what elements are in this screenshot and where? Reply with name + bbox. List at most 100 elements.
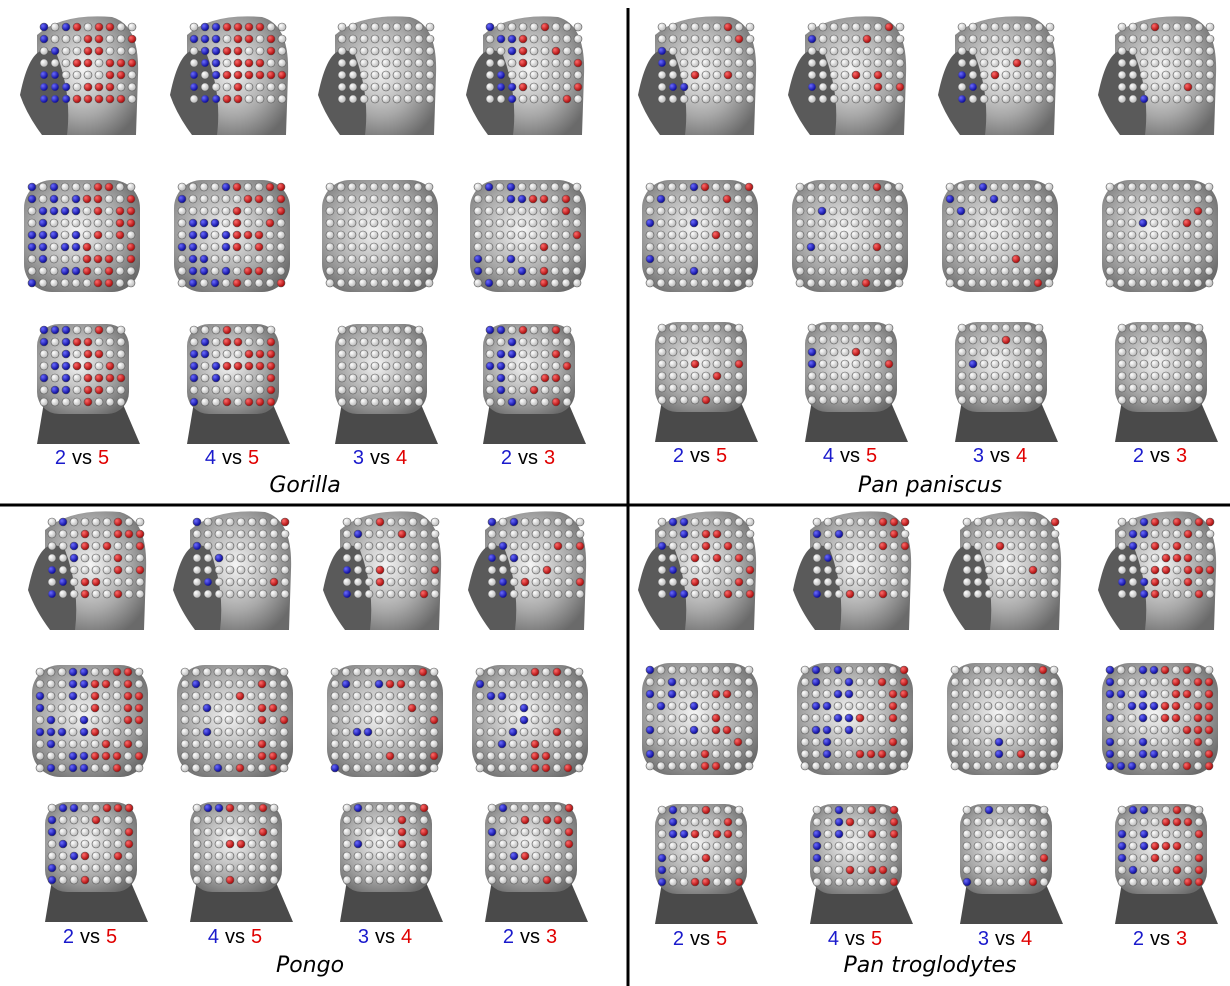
landmark [277,267,285,275]
landmark [1118,336,1126,344]
landmark [409,554,417,562]
landmark [1040,590,1048,598]
landmark [91,740,99,748]
landmark [381,219,389,227]
landmark [1162,95,1170,103]
landmark [387,816,395,824]
landmark [1040,866,1048,874]
landmark [1129,372,1137,380]
landmark [267,95,275,103]
landmark [226,566,234,574]
landmark [963,866,971,874]
landmark [552,95,560,103]
landmark [701,243,709,251]
landmark [996,854,1004,862]
landmark [114,804,122,812]
landmark [256,362,264,370]
landmark [840,207,848,215]
landmark [690,690,698,698]
landmark [646,690,654,698]
landmark [734,726,742,734]
landmark [376,554,384,562]
landmark [393,71,401,79]
landmark [896,23,904,31]
landmark [874,35,882,43]
landmark [1045,243,1053,251]
landmark [48,864,56,872]
landmark [1129,590,1137,598]
landmark [702,83,710,91]
landmark [680,360,688,368]
landmark [532,852,540,860]
comparison-label: 2vs3 [503,926,557,948]
landmark [360,47,368,55]
landmark [117,398,125,406]
landmark [746,83,754,91]
landmark [690,738,698,746]
landmark [1017,750,1025,758]
landmark [668,231,676,239]
landmark [58,716,66,724]
landmark [1007,518,1015,526]
landmark [996,566,1004,574]
landmark [951,750,959,758]
landmark [487,692,495,700]
landmark [1151,372,1159,380]
landmark [521,542,529,550]
landmark [1195,866,1203,874]
landmark [679,219,687,227]
landmark [1129,806,1137,814]
landmark [973,738,981,746]
landmark [404,362,412,370]
landmark [353,716,361,724]
landmark [267,326,275,334]
landmark [256,23,264,31]
landmark [520,728,528,736]
landmark [353,704,361,712]
landmark [553,752,561,760]
landmark [280,680,288,688]
landmark [326,255,334,263]
landmark [691,35,699,43]
landmark [990,183,998,191]
landmark [359,243,367,251]
landmark [1106,666,1114,674]
landmark [1002,95,1010,103]
landmark [520,692,528,700]
landmark [105,219,113,227]
landmark [668,750,676,758]
landmark [713,348,721,356]
landmark [255,243,263,251]
landmark [73,362,81,370]
landmark [734,219,742,227]
landmark [92,804,100,812]
landmark [1017,762,1025,770]
landmark [84,374,92,382]
comparison-mid: vs [1150,928,1170,950]
landmark [1128,279,1136,287]
landmark [189,207,197,215]
landmark [885,35,893,43]
landmark [1013,47,1021,55]
landmark [1173,23,1181,31]
landmark [669,59,677,67]
landmark [724,348,732,356]
landmark [532,840,540,848]
landmark [995,702,1003,710]
landmark [991,83,999,91]
landmark [1162,83,1170,91]
landmark [1151,71,1159,79]
landmark [409,590,417,598]
landmark [371,95,379,103]
landmark [962,750,970,758]
landmark [125,864,133,872]
landmark [247,680,255,688]
landmark [796,207,804,215]
landmark [430,704,438,712]
landmark [200,183,208,191]
landmark [852,360,860,368]
bone-shape [810,804,902,894]
landmark [1006,666,1014,674]
landmark [807,243,815,251]
landmark [488,804,496,812]
